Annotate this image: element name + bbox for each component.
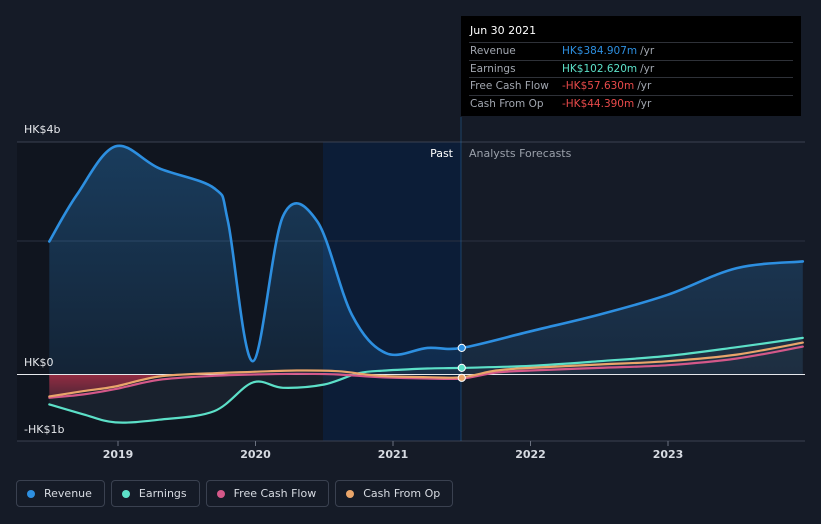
tooltip-value: HK$384.907m [562, 45, 638, 58]
x-tick-label: 2022 [515, 448, 546, 461]
tooltip-value: -HK$57.630m [562, 80, 635, 93]
tooltip-label: Earnings [470, 62, 516, 75]
legend-dot-icon [27, 489, 35, 498]
hover-marker-1 [457, 363, 466, 372]
x-tick-label: 2020 [240, 448, 271, 461]
legend-label: Revenue [44, 487, 92, 500]
legend-item-revenue[interactable]: Revenue [16, 480, 105, 507]
series-lines [48, 144, 805, 424]
tooltip-unit: /yr [637, 97, 652, 110]
tooltip-unit: /yr [637, 80, 652, 93]
tooltip-row-free-cash-flow: Free Cash Flow -HK$57.630m /yr [469, 77, 793, 95]
hover-marker-0 [457, 343, 466, 352]
tooltip-unit: /yr [640, 45, 655, 58]
x-axis-ticks: 2019 2020 2021 2022 2023 [103, 441, 684, 461]
x-tick-label: 2019 [103, 448, 134, 461]
hover-marker-2 [457, 373, 466, 382]
series-areas [49, 145, 803, 423]
revenue-area [49, 145, 803, 375]
y-label-top: HK$4b [24, 123, 60, 136]
negative-cash-area [49, 373, 215, 397]
earnings-line [48, 336, 804, 424]
data-tooltip: Jun 30 2021 Revenue HK$384.907m /yr Earn… [461, 16, 801, 116]
x-tick-label: 2021 [378, 448, 409, 461]
legend-label: Cash From Op [363, 487, 441, 500]
legend-dot-icon [216, 489, 225, 498]
x-tick-label: 2023 [653, 448, 684, 461]
tooltip-row-revenue: Revenue HK$384.907m /yr [469, 42, 793, 60]
tooltip-row-cash-from-op: Cash From Op -HK$44.390m /yr [469, 94, 793, 113]
tooltip-value: HK$102.620m [562, 62, 638, 75]
legend-dot-icon [346, 489, 355, 498]
past-label: Past [430, 147, 454, 160]
hover-markers [457, 343, 466, 382]
tooltip-row-earnings: Earnings HK$102.620m /yr [469, 59, 793, 78]
legend-dot-icon [121, 489, 130, 498]
tooltip-value: -HK$44.390m [562, 97, 635, 110]
chart-legend: Revenue Earnings Free Cash Flow Cash Fro… [16, 480, 454, 507]
y-label-bottom: -HK$1b [24, 423, 64, 436]
tooltip-unit: /yr [640, 62, 655, 75]
legend-item-cash-from-op[interactable]: Cash From Op [335, 480, 454, 507]
tooltip-label: Revenue [470, 45, 516, 58]
legend-label: Free Cash Flow [233, 487, 317, 500]
forecast-label: Analysts Forecasts [469, 147, 572, 160]
highlight-band [323, 142, 461, 441]
y-label-zero: HK$0 [24, 356, 53, 369]
tooltip-label: Free Cash Flow [470, 80, 549, 93]
free-cash-flow-line [48, 345, 804, 399]
tooltip-label: Cash From Op [470, 97, 544, 110]
revenue-line [48, 144, 805, 363]
legend-item-free-cash-flow[interactable]: Free Cash Flow [205, 480, 330, 507]
tooltip-date: Jun 30 2021 [470, 24, 537, 37]
legend-item-earnings[interactable]: Earnings [110, 480, 200, 507]
earnings-area [49, 337, 803, 423]
legend-label: Earnings [138, 487, 187, 500]
cash-from-op-line [48, 341, 804, 398]
